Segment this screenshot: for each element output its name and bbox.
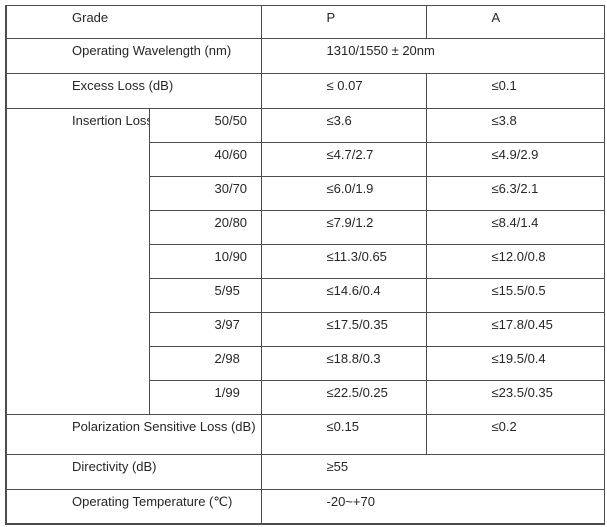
split-ratio-cell: 30/70 (148, 176, 262, 211)
header-row: Grade P A (5, 5, 605, 39)
polarization-loss-label: Polarization Sensitive Loss (dB) (5, 414, 262, 455)
a-value-cell: ≤12.0/0.8 (425, 244, 605, 279)
split-ratio-cell: 20/80 (148, 210, 262, 245)
p-value-cell: ≤11.3/0.65 (260, 244, 427, 279)
split-ratio-cell: 50/50 (148, 108, 262, 143)
p-value-cell: ≤3.6 (260, 108, 427, 143)
a-value-cell: ≤19.5/0.4 (425, 346, 605, 381)
excess-loss-row: Excess Loss (dB) ≤ 0.07 ≤0.1 (5, 73, 605, 109)
insertion-loss-row: 10/90 ≤11.3/0.65 ≤12.0/0.8 (6, 244, 605, 279)
operating-wavelength-row: Operating Wavelength (nm) 1310/1550 ± 20… (5, 38, 605, 74)
grade-header-cell: Grade (5, 5, 262, 39)
split-ratio-cell: 1/99 (148, 380, 262, 415)
split-ratio-cell: 5/95 (148, 278, 262, 313)
grade-col-a: A (425, 5, 605, 39)
directivity-row: Directivity (dB) ≥55 (5, 454, 605, 490)
grade-col-p: P (260, 5, 427, 39)
insertion-loss-label: Insertion Loss (dB) (5, 108, 150, 415)
excess-loss-label: Excess Loss (dB) (5, 73, 262, 109)
split-ratio-cell: 3/97 (148, 312, 262, 347)
p-value-cell: ≤6.0/1.9 (260, 176, 427, 211)
operating-wavelength-value: 1310/1550 ± 20nm (260, 38, 605, 74)
operating-temperature-value: -20~+70 (260, 489, 605, 524)
spec-table: Grade P A Operating Wavelength (nm) 1310… (5, 5, 605, 525)
split-ratio-cell: 2/98 (148, 346, 262, 381)
polarization-loss-row: Polarization Sensitive Loss (dB) ≤0.15 ≤… (5, 414, 605, 455)
operating-temperature-row: Operating Temperature (℃) -20~+70 (5, 489, 605, 524)
split-ratio-cell: 40/60 (148, 142, 262, 177)
a-value-cell: ≤6.3/2.1 (425, 176, 605, 211)
directivity-value: ≥55 (260, 454, 605, 490)
p-value-cell: ≤18.8/0.3 (260, 346, 427, 381)
excess-loss-a-value: ≤0.1 (425, 73, 605, 109)
polarization-loss-a-value: ≤0.2 (425, 414, 605, 455)
insertion-loss-row: 2/98 ≤18.8/0.3 ≤19.5/0.4 (6, 346, 605, 381)
insertion-loss-row: 20/80 ≤7.9/1.2 ≤8.4/1.4 (6, 210, 605, 245)
p-value-cell: ≤7.9/1.2 (260, 210, 427, 245)
insertion-loss-row: 40/60 ≤4.7/2.7 ≤4.9/2.9 (6, 142, 605, 177)
operating-wavelength-label: Operating Wavelength (nm) (5, 38, 262, 74)
excess-loss-p-value: ≤ 0.07 (260, 73, 427, 109)
insertion-loss-row: 5/95 ≤14.6/0.4 ≤15.5/0.5 (6, 278, 605, 313)
p-value-cell: ≤22.5/0.25 (260, 380, 427, 415)
operating-temperature-label: Operating Temperature (℃) (5, 489, 262, 524)
directivity-label: Directivity (dB) (5, 454, 262, 490)
a-value-cell: ≤23.5/0.35 (425, 380, 605, 415)
p-value-cell: ≤14.6/0.4 (260, 278, 427, 313)
insertion-loss-row: 1/99 ≤22.5/0.25 ≤23.5/0.35 (6, 380, 605, 415)
a-value-cell: ≤8.4/1.4 (425, 210, 605, 245)
insertion-loss-row: 30/70 ≤6.0/1.9 ≤6.3/2.1 (6, 176, 605, 211)
a-value-cell: ≤15.5/0.5 (425, 278, 605, 313)
p-value-cell: ≤17.5/0.35 (260, 312, 427, 347)
insertion-loss-row: 3/97 ≤17.5/0.35 ≤17.8/0.45 (6, 312, 605, 347)
split-ratio-cell: 10/90 (148, 244, 262, 279)
a-value-cell: ≤3.8 (425, 108, 605, 143)
a-value-cell: ≤4.9/2.9 (425, 142, 605, 177)
p-value-cell: ≤4.7/2.7 (260, 142, 427, 177)
insertion-loss-row: Insertion Loss (dB) 50/50 ≤3.6 ≤3.8 (5, 108, 605, 415)
polarization-loss-p-value: ≤0.15 (260, 414, 427, 455)
a-value-cell: ≤17.8/0.45 (425, 312, 605, 347)
